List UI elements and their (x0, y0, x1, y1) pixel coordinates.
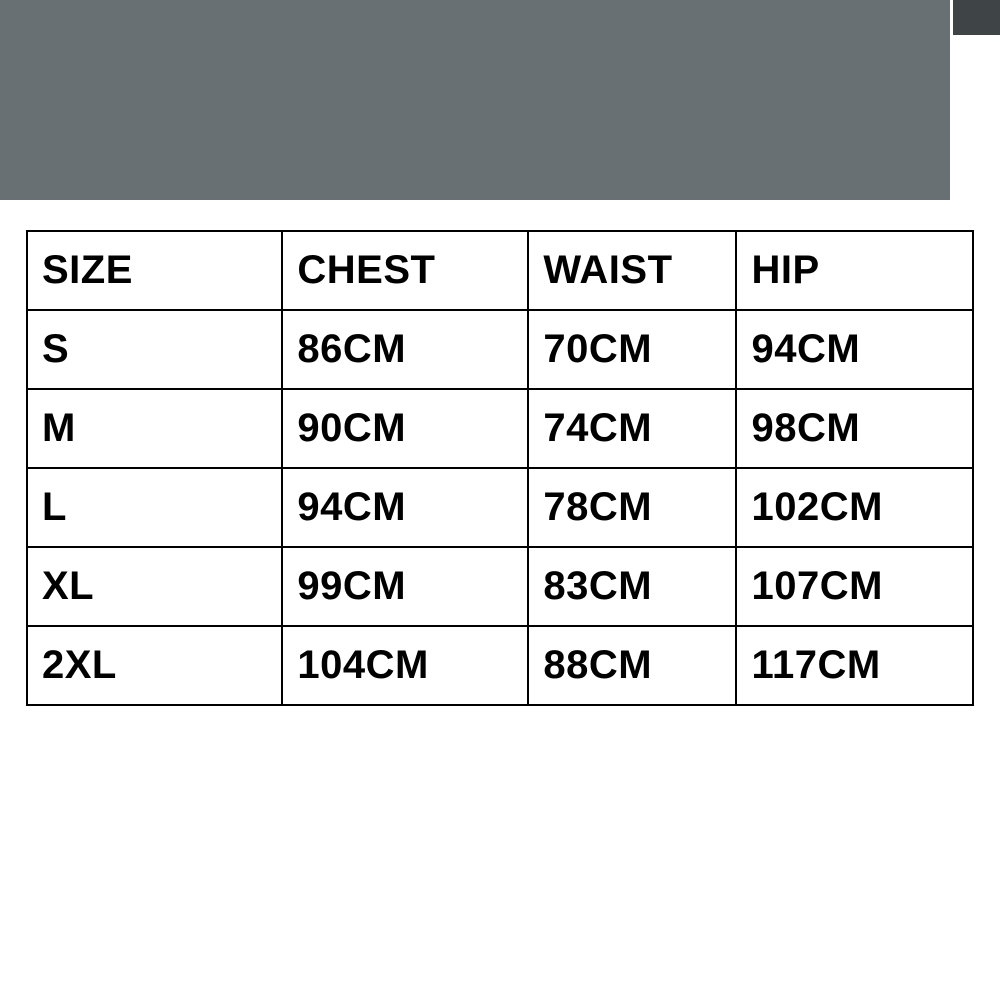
cell-waist: 88CM (528, 626, 736, 705)
cell-chest: 86CM (282, 310, 528, 389)
col-waist: WAIST (528, 231, 736, 310)
size-table: SIZE CHEST WAIST HIP S 86CM 70CM 94CM M … (26, 230, 974, 706)
cell-chest: 99CM (282, 547, 528, 626)
table-row: L 94CM 78CM 102CM (27, 468, 973, 547)
cell-waist: 74CM (528, 389, 736, 468)
col-chest: CHEST (282, 231, 528, 310)
cell-waist: 83CM (528, 547, 736, 626)
table-row: XL 99CM 83CM 107CM (27, 547, 973, 626)
cell-waist: 78CM (528, 468, 736, 547)
col-size: SIZE (27, 231, 282, 310)
top-right-dark-block (953, 0, 1000, 35)
cell-chest: 104CM (282, 626, 528, 705)
top-band (0, 0, 1000, 200)
cell-size: S (27, 310, 282, 389)
cell-hip: 98CM (736, 389, 973, 468)
canvas: SIZE CHEST WAIST HIP S 86CM 70CM 94CM M … (0, 0, 1000, 1000)
size-table-wrap: SIZE CHEST WAIST HIP S 86CM 70CM 94CM M … (26, 230, 974, 706)
table-row: 2XL 104CM 88CM 117CM (27, 626, 973, 705)
cell-size: XL (27, 547, 282, 626)
table-row: S 86CM 70CM 94CM (27, 310, 973, 389)
col-hip: HIP (736, 231, 973, 310)
table-row: M 90CM 74CM 98CM (27, 389, 973, 468)
cell-hip: 107CM (736, 547, 973, 626)
cell-chest: 94CM (282, 468, 528, 547)
cell-hip: 94CM (736, 310, 973, 389)
cell-waist: 70CM (528, 310, 736, 389)
cell-size: 2XL (27, 626, 282, 705)
table-header-row: SIZE CHEST WAIST HIP (27, 231, 973, 310)
cell-size: L (27, 468, 282, 547)
cell-hip: 102CM (736, 468, 973, 547)
cell-chest: 90CM (282, 389, 528, 468)
cell-hip: 117CM (736, 626, 973, 705)
cell-size: M (27, 389, 282, 468)
